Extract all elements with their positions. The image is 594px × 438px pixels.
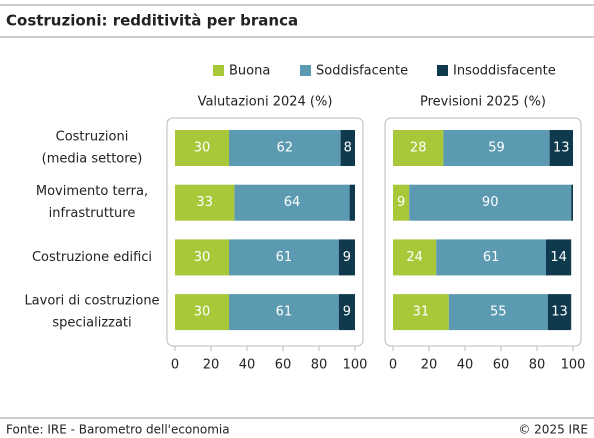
- legend-label: Insoddisfacente: [453, 64, 556, 79]
- value-label: 13: [551, 305, 568, 320]
- legend-swatch: [213, 65, 224, 76]
- x-tick-label: 80: [311, 358, 328, 373]
- x-tick-label: 0: [389, 358, 397, 373]
- bar-segment: [234, 184, 350, 221]
- bar-segment: [393, 239, 437, 276]
- x-tick-label: 60: [493, 358, 510, 373]
- x-tick-label: 60: [275, 358, 292, 373]
- panel-frame: [384, 117, 582, 347]
- value-label: 8: [344, 141, 352, 156]
- value-label: 90: [482, 195, 499, 210]
- category-label: Movimento terra,: [36, 184, 148, 199]
- bar-segment: [175, 130, 229, 166]
- bar-segment: [175, 239, 229, 276]
- bar-segment: [448, 294, 548, 331]
- panel-title: Previsioni 2025 (%): [420, 95, 546, 110]
- bar-segment: [393, 130, 444, 166]
- value-label: 30: [194, 141, 211, 156]
- bar-segment: [229, 239, 339, 276]
- bar-segment: [338, 294, 355, 331]
- bar-segment: [175, 294, 229, 331]
- value-label: 24: [406, 250, 423, 265]
- x-tick-label: 80: [529, 358, 546, 373]
- bar-segment: [571, 184, 573, 221]
- category-label: (media settore): [42, 152, 143, 167]
- bar-segment: [340, 130, 355, 166]
- value-label: 61: [276, 305, 293, 320]
- category-label: Costruzione edifici: [32, 250, 152, 265]
- value-label: 30: [194, 305, 211, 320]
- bar-segment: [393, 184, 410, 221]
- copyright: © 2025 IRE: [518, 423, 588, 437]
- x-tick-label: 100: [343, 358, 368, 373]
- x-tick-label: 40: [457, 358, 474, 373]
- value-label: 33: [196, 195, 213, 210]
- category-label: infrastrutture: [49, 206, 136, 221]
- bar-segment: [443, 130, 550, 166]
- legend-swatch: [437, 65, 448, 76]
- value-label: 30: [194, 250, 211, 265]
- value-label: 9: [343, 305, 351, 320]
- panel-title: Valutazioni 2024 (%): [198, 95, 333, 110]
- value-label: 62: [277, 141, 294, 156]
- bar-segment: [175, 184, 235, 221]
- source: Fonte: IRE - Barometro dell'economia: [6, 423, 230, 437]
- bar-segment: [436, 239, 546, 276]
- panel-frame: [166, 117, 364, 347]
- bar-segment: [349, 184, 355, 221]
- bar-segment: [546, 239, 572, 276]
- category-label: Lavori di costruzione: [24, 294, 159, 309]
- value-label: 9: [343, 250, 351, 265]
- category-label: specializzati: [52, 316, 131, 331]
- value-label: 61: [276, 250, 293, 265]
- bar-segment: [229, 130, 341, 166]
- x-tick-label: 0: [171, 358, 179, 373]
- value-label: 31: [413, 305, 430, 320]
- value-label: 59: [488, 141, 505, 156]
- bar-segment: [338, 239, 355, 276]
- value-label: 61: [483, 250, 500, 265]
- value-label: 9: [397, 195, 405, 210]
- bar-segment: [229, 294, 339, 331]
- legend-label: Soddisfacente: [316, 64, 408, 79]
- value-label: 55: [490, 305, 507, 320]
- x-tick-label: 20: [421, 358, 438, 373]
- category-label: Costruzioni: [56, 130, 129, 145]
- legend-label: Buona: [229, 64, 270, 79]
- bar-segment: [393, 294, 449, 331]
- chart-title: Costruzioni: redditività per branca: [6, 12, 298, 30]
- value-label: 64: [284, 195, 301, 210]
- bar-segment: [547, 294, 572, 331]
- value-label: 13: [553, 141, 570, 156]
- x-tick-label: 40: [239, 358, 256, 373]
- bar-segment: [409, 184, 572, 221]
- value-label: 14: [550, 250, 567, 265]
- x-tick-label: 20: [203, 358, 220, 373]
- legend-swatch: [300, 65, 311, 76]
- bar-segment: [549, 130, 573, 166]
- x-tick-label: 100: [561, 358, 586, 373]
- value-label: 28: [410, 141, 427, 156]
